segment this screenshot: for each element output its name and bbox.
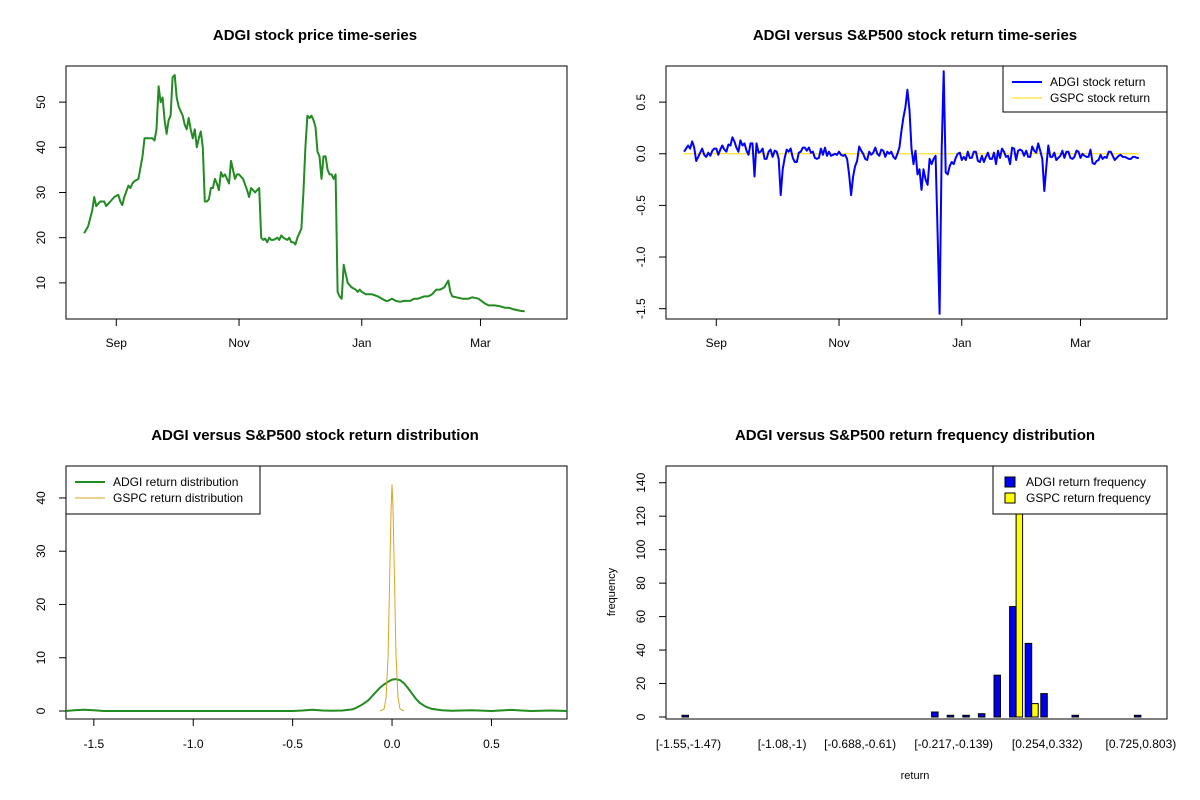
histogram-legend-adgi-label: ADGI return frequency <box>1026 475 1146 489</box>
histogram-x-tick-label: [-0.688,-0.61) <box>824 737 896 751</box>
price-x-tick-label: Sep <box>106 336 128 350</box>
density-y-tick-label: 30 <box>34 544 48 558</box>
returns-legend-box <box>1002 65 1168 113</box>
histogram-bars <box>681 466 1142 718</box>
price-y-tick-label: 40 <box>34 140 48 154</box>
price-series-line <box>83 74 525 313</box>
histogram-plot-frame <box>665 465 1168 720</box>
histogram-adgi-bar <box>1009 606 1017 718</box>
price-plot-frame <box>65 65 568 320</box>
density-x-tick-label: 0.0 <box>384 737 401 751</box>
density-x-tick-label: -1.5 <box>83 737 104 751</box>
density-y-tick-label: 40 <box>34 491 48 505</box>
density-legend-box <box>65 465 261 515</box>
histogram-y-tick-label: 80 <box>634 576 648 590</box>
histogram-gspc-bar <box>1031 703 1039 718</box>
returns-y-tick-label: -1.5 <box>634 298 648 319</box>
histogram-x-tick-label: [0.254,0.332) <box>1012 737 1083 751</box>
histogram-adgi-bar <box>1024 642 1033 718</box>
histogram-y-tick-label: 60 <box>634 610 648 624</box>
histogram-x-axis: [-1.55,-1.47) [-1.08,-1) [-0.688,-0.61) [-0… <box>656 737 1176 751</box>
histogram-y-tick-label: 40 <box>634 643 648 657</box>
panel-histogram: ADGI versus S&P500 return frequency dist… <box>606 427 1176 782</box>
returns-plot-frame <box>665 65 1168 320</box>
histogram-chart-title: ADGI versus S&P500 return frequency dist… <box>735 427 1095 444</box>
returns-legend-gspc-label: GSPC stock return <box>1050 91 1150 105</box>
returns-y-tick-label: -1.0 <box>634 246 648 267</box>
returns-y-tick-label: -0.5 <box>634 195 648 216</box>
returns-x-tick-label: Mar <box>1070 336 1091 350</box>
density-adgi-line <box>65 678 568 712</box>
density-plot-frame <box>65 465 568 720</box>
price-x-tick-label: Mar <box>470 336 491 350</box>
density-y-axis: 0 10 20 30 40 <box>34 491 66 714</box>
histogram-legend-adgi-swatch <box>1004 476 1016 488</box>
returns-chart-title: ADGI versus S&P500 stock return time-ser… <box>753 27 1077 44</box>
density-y-tick-label: 0 <box>34 707 48 714</box>
returns-x-tick-label: Jan <box>952 336 971 350</box>
returns-y-tick-label: 0.0 <box>634 145 648 162</box>
returns-legend: ADGI stock return GSPC stock return <box>1002 65 1168 113</box>
price-y-tick-label: 50 <box>34 95 48 109</box>
histogram-legend-box <box>992 465 1168 515</box>
density-chart-title: ADGI versus S&P500 stock return distribu… <box>151 427 479 444</box>
density-x-axis: -1.5 -1.0 -0.5 0.0 0.5 <box>83 719 500 751</box>
histogram-legend-gspc-swatch <box>1004 492 1016 504</box>
histogram-legend: ADGI return frequency GSPC return freque… <box>992 465 1168 515</box>
histogram-x-tick-label: [-0.217,-0.139) <box>914 737 993 751</box>
density-x-tick-label: -0.5 <box>282 737 303 751</box>
panel-returns: ADGI versus S&P500 stock return time-ser… <box>634 27 1168 350</box>
price-x-tick-label: Jan <box>352 336 371 350</box>
histogram-adgi-bar <box>977 713 986 718</box>
returns-adgi-line <box>683 70 1139 315</box>
density-legend-gspc-label: GSPC return distribution <box>113 491 243 505</box>
panel-density: ADGI versus S&P500 stock return distribu… <box>34 427 568 751</box>
histogram-adgi-bar <box>931 711 939 718</box>
price-x-axis: Sep Nov Jan Mar <box>106 319 491 350</box>
returns-y-axis: -1.5 -1.0 -0.5 0.0 0.5 <box>634 93 666 319</box>
histogram-legend-gspc-label: GSPC return frequency <box>1026 491 1151 505</box>
density-y-tick-label: 10 <box>34 651 48 665</box>
density-x-tick-label: -1.0 <box>183 737 204 751</box>
histogram-adgi-bar <box>1040 693 1048 718</box>
histogram-x-tick-label: [-1.08,-1) <box>758 737 807 751</box>
price-y-axis: 10 20 30 40 50 <box>34 95 66 290</box>
histogram-adgi-bar <box>993 674 1001 718</box>
histogram-y-axis: 0 20 40 60 80 100 120 140 <box>634 472 666 720</box>
histogram-y-tick-label: 20 <box>634 677 648 691</box>
returns-x-axis: Sep Nov Jan Mar <box>706 319 1091 350</box>
histogram-y-axis-label: frequency <box>606 567 618 616</box>
returns-legend-adgi-label: ADGI stock return <box>1050 75 1145 89</box>
histogram-adgi-bar <box>1071 714 1079 718</box>
histogram-adgi-bar <box>946 714 955 718</box>
histogram-y-tick-label: 100 <box>634 539 648 559</box>
price-chart-title: ADGI stock price time-series <box>213 27 417 44</box>
price-y-tick-label: 10 <box>34 276 48 290</box>
returns-x-tick-label: Nov <box>828 336 849 350</box>
histogram-y-tick-label: 140 <box>634 472 648 492</box>
returns-x-tick-label: Sep <box>706 336 728 350</box>
histogram-adgi-bar <box>681 714 689 718</box>
panel-price: ADGI stock price time-series 1020304050 … <box>34 27 568 350</box>
density-legend-adgi-label: ADGI return distribution <box>113 475 238 489</box>
histogram-x-axis-label: return <box>901 770 930 782</box>
histogram-x-tick-label: [0.725,0.803) <box>1106 737 1177 751</box>
density-x-tick-label: 0.5 <box>483 737 500 751</box>
price-x-tick-label: Nov <box>228 336 249 350</box>
histogram-adgi-bar <box>962 714 970 718</box>
density-gspc-line <box>379 484 405 712</box>
price-y-tick-label: 20 <box>34 231 48 245</box>
histogram-y-tick-label: 0 <box>634 713 648 720</box>
price-y-tick-label: 30 <box>34 186 48 200</box>
histogram-y-tick-label: 120 <box>634 506 648 526</box>
histogram-gspc-bar <box>1015 466 1024 718</box>
histogram-x-tick-label: [-1.55,-1.47) <box>656 737 721 751</box>
returns-y-tick-label: 0.5 <box>634 93 648 110</box>
density-legend: ADGI return distribution GSPC return dis… <box>65 465 261 515</box>
histogram-adgi-bar <box>1133 714 1142 718</box>
density-y-tick-label: 20 <box>34 597 48 611</box>
